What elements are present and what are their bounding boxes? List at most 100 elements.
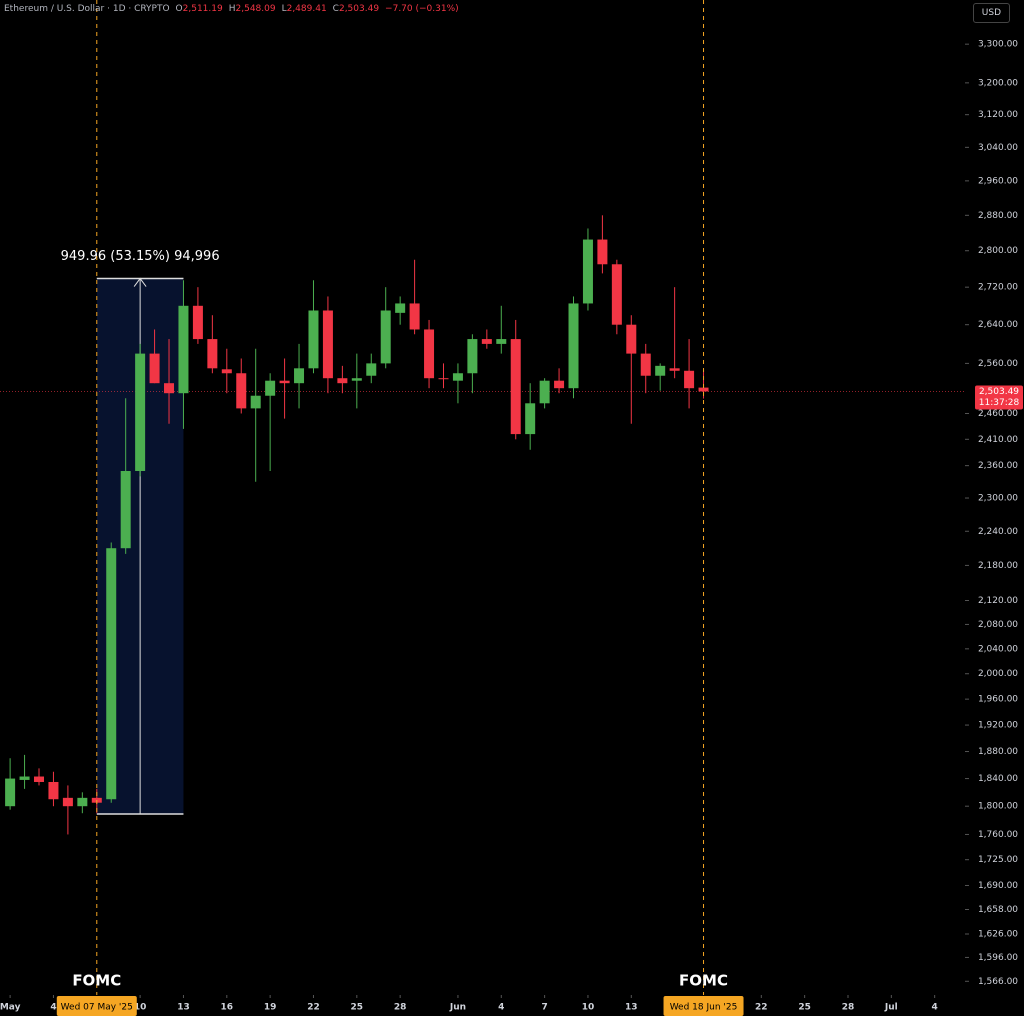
x-tick-label: 10 bbox=[582, 1003, 595, 1013]
candle-body bbox=[48, 781, 59, 800]
x-tick-label: 4 bbox=[50, 1003, 56, 1013]
y-tick-label: 3,040.00 bbox=[978, 143, 1018, 153]
candle-body bbox=[438, 378, 449, 380]
candle-body bbox=[236, 373, 247, 409]
candle-body bbox=[265, 380, 276, 396]
last-price-label: 2,503.49 bbox=[979, 387, 1019, 397]
candle-body bbox=[582, 239, 593, 304]
last-price-tag bbox=[975, 385, 1023, 410]
candle-body bbox=[178, 305, 189, 394]
candle-body bbox=[640, 353, 651, 376]
x-tick-label: 28 bbox=[394, 1003, 407, 1013]
x-tick-label: 25 bbox=[351, 1003, 364, 1013]
candle-body bbox=[120, 470, 131, 549]
ohlc-item: L2,489.41 bbox=[282, 4, 327, 14]
event-label: FOMC bbox=[679, 972, 728, 990]
candle-body bbox=[149, 353, 160, 384]
candle-body bbox=[77, 797, 88, 807]
y-tick-label: 2,410.00 bbox=[978, 435, 1018, 445]
x-tick-label: May bbox=[0, 1003, 21, 1013]
measure-label: 949.96 (53.15%) 94,996 bbox=[61, 249, 220, 264]
y-tick-label: 2,800.00 bbox=[978, 246, 1018, 256]
ohlc-item: H2,548.09 bbox=[229, 4, 276, 14]
x-tick-label: 25 bbox=[798, 1003, 811, 1013]
y-tick-label: 3,200.00 bbox=[978, 78, 1018, 88]
x-tick-label: 16 bbox=[221, 1003, 234, 1013]
ohlc-value: 2,511.19 bbox=[182, 4, 223, 14]
y-tick-label: 2,720.00 bbox=[978, 283, 1018, 293]
y-tick-label: 2,880.00 bbox=[978, 211, 1018, 221]
event-date: Wed 18 Jun '25 bbox=[670, 1003, 738, 1013]
candle-body bbox=[669, 368, 680, 371]
ohlc-value: 2,489.41 bbox=[286, 4, 327, 14]
candle-body bbox=[308, 310, 319, 369]
candle-body bbox=[409, 303, 420, 330]
event-date-bg bbox=[56, 996, 137, 1016]
candle-body bbox=[5, 778, 16, 807]
x-tick-label: 4 bbox=[932, 1003, 938, 1013]
countdown: 11:37:28 bbox=[979, 398, 1020, 408]
candle-body bbox=[164, 383, 175, 394]
x-tick-label: 7 bbox=[541, 1003, 547, 1013]
candle-body bbox=[525, 403, 536, 435]
candle-body bbox=[207, 339, 218, 369]
candle-body bbox=[351, 378, 362, 381]
y-tick-label: 2,120.00 bbox=[978, 596, 1018, 606]
y-tick-label: 1,658.00 bbox=[978, 905, 1018, 915]
candle-body bbox=[539, 380, 550, 404]
candle-body bbox=[337, 378, 348, 384]
x-tick-label: 22 bbox=[307, 1003, 320, 1013]
x-tick-label: 13 bbox=[177, 1003, 190, 1013]
symbol: Ethereum / U.S. Dollar · 1D · CRYPTO bbox=[4, 4, 170, 14]
y-tick-label: 2,640.00 bbox=[978, 320, 1018, 330]
candle-body bbox=[597, 239, 608, 265]
y-tick-label: 1,920.00 bbox=[978, 721, 1018, 731]
y-tick-label: 1,690.00 bbox=[978, 881, 1018, 891]
y-tick-label: 3,120.00 bbox=[978, 110, 1018, 120]
y-tick-label: 3,300.00 bbox=[978, 40, 1018, 50]
y-tick-label: 1,840.00 bbox=[978, 774, 1018, 784]
ohlc-value: 2,503.49 bbox=[338, 4, 380, 14]
candle-body bbox=[611, 264, 622, 325]
y-tick-label: 2,080.00 bbox=[978, 620, 1018, 630]
candle-body bbox=[366, 363, 377, 376]
y-tick-label: 2,240.00 bbox=[978, 527, 1018, 537]
candle-body bbox=[19, 776, 30, 780]
y-tick-label: 1,800.00 bbox=[978, 802, 1018, 812]
candle-body bbox=[294, 368, 305, 384]
event-date-bg bbox=[663, 996, 744, 1016]
change: −7.70 (−0.31%) bbox=[385, 4, 459, 14]
candle-body bbox=[626, 324, 637, 354]
x-tick-label: 13 bbox=[625, 1003, 638, 1013]
candle-body bbox=[684, 370, 695, 389]
event-label: FOMC bbox=[72, 972, 121, 990]
candle-body bbox=[452, 373, 463, 381]
x-tick-label: 28 bbox=[842, 1003, 855, 1013]
candle-body bbox=[135, 353, 146, 471]
candle-body bbox=[250, 395, 261, 409]
candle-body bbox=[62, 797, 73, 807]
y-tick-label: 1,960.00 bbox=[978, 695, 1018, 705]
y-tick-label: 1,880.00 bbox=[978, 747, 1018, 757]
ohlc-key: H bbox=[228, 4, 236, 14]
x-tick-label: 4 bbox=[498, 1003, 504, 1013]
ohlc-key: C bbox=[332, 4, 339, 14]
y-tick-label: 2,560.00 bbox=[978, 359, 1018, 369]
y-tick-label: 2,360.00 bbox=[978, 461, 1018, 471]
y-tick-label: 1,760.00 bbox=[978, 830, 1018, 840]
y-tick-label: 1,566.00 bbox=[978, 977, 1018, 987]
x-tick-label: 10 bbox=[134, 1003, 147, 1013]
y-tick-label: 1,725.00 bbox=[978, 855, 1018, 865]
candle-body bbox=[424, 329, 435, 379]
candle-body bbox=[395, 303, 406, 313]
candle-body bbox=[554, 380, 565, 389]
x-tick-label: Jul bbox=[884, 1003, 898, 1013]
currency-button[interactable]: USD bbox=[972, 3, 1010, 23]
y-tick-label: 2,960.00 bbox=[978, 176, 1018, 186]
y-tick-label: 2,180.00 bbox=[978, 561, 1018, 571]
ohlc-item: C2,503.49 bbox=[333, 4, 379, 14]
candle-body bbox=[496, 339, 507, 344]
ohlc-key: O bbox=[175, 4, 183, 14]
